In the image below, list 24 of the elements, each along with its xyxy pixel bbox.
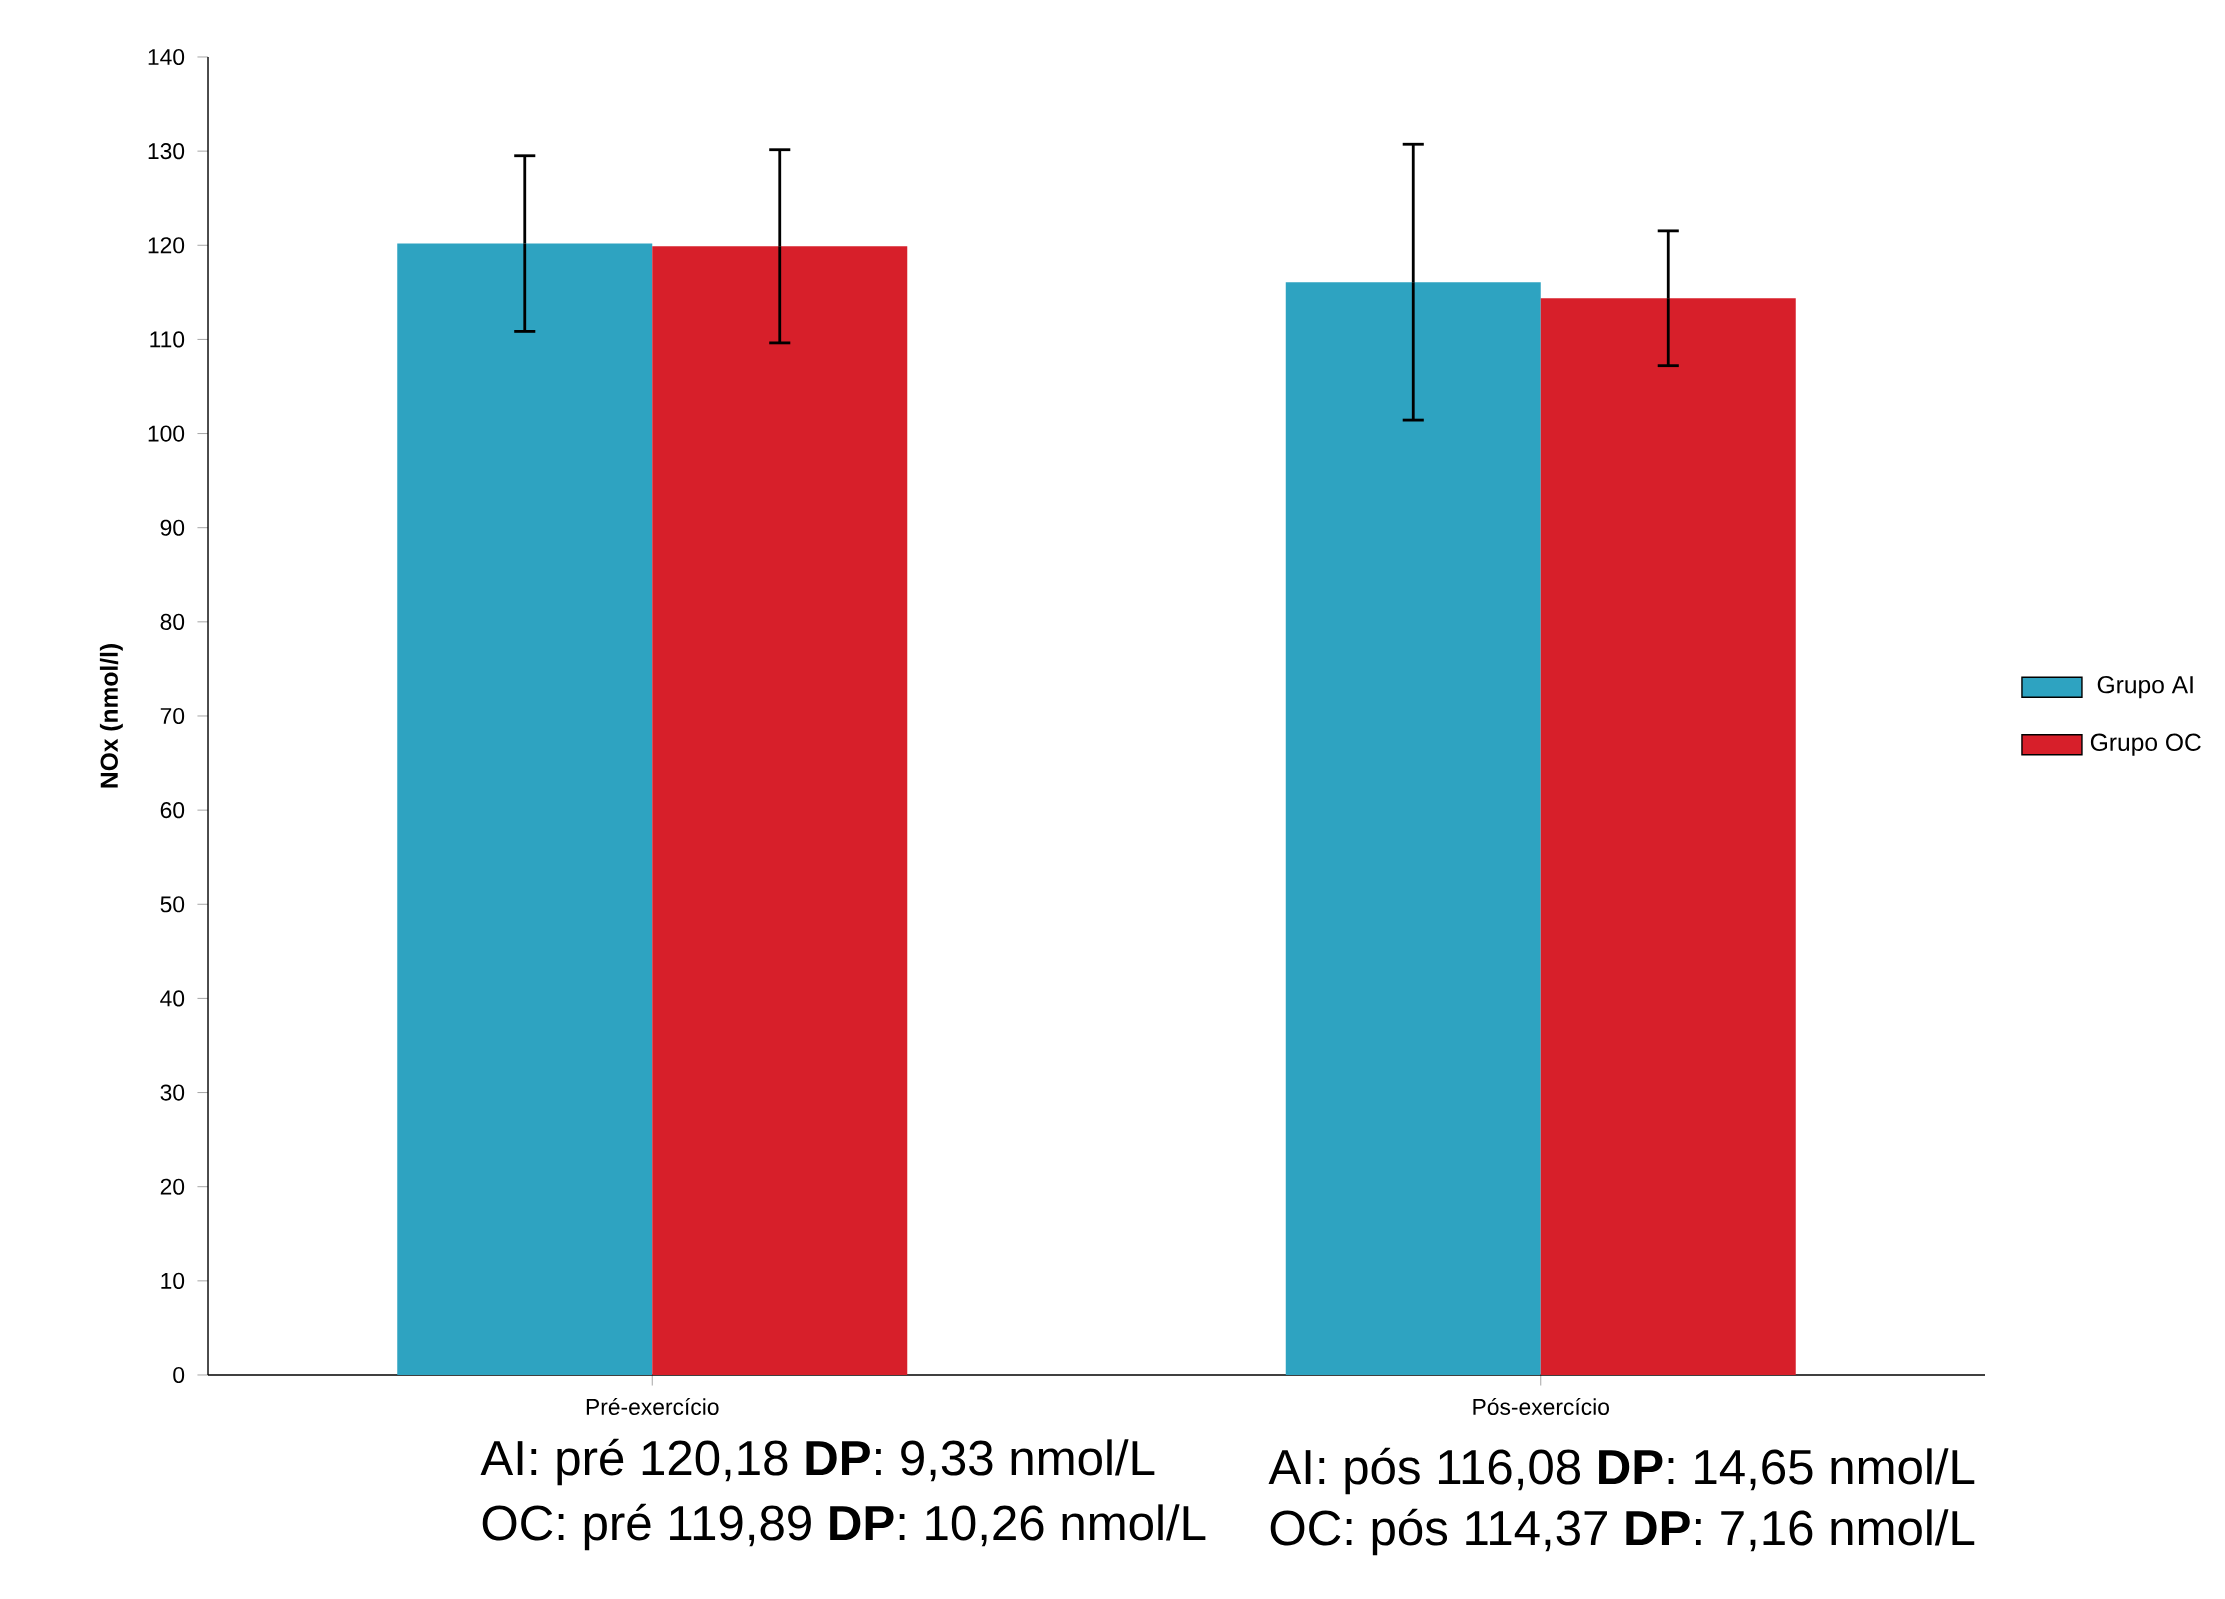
legend-label: Grupo AI: [2097, 676, 2193, 699]
y-tick-label: 0: [173, 1366, 185, 1384]
y-tick-label: 70: [160, 707, 185, 725]
y-tick-label: 10: [161, 1272, 185, 1289]
y-tick-label: 100: [148, 425, 185, 442]
x-tick-label: Pós-exercício: [1473, 1397, 1609, 1415]
y-tick-label: 130: [148, 143, 185, 160]
y-tick-label: 140: [148, 48, 185, 66]
y-tick-label: 120: [148, 237, 185, 254]
y-tick-label: 60: [160, 802, 185, 819]
text: OC: pré 119,89 DP: 10,26 nmol/L: [482, 1503, 1206, 1551]
y-axis-title: NOx (nmol/l): [99, 644, 123, 788]
text: AI: pós 116,08 DP: 14,65 nmol/L: [1268, 1447, 1975, 1495]
y-tick-label: 30: [160, 1084, 185, 1101]
y-tick-label: 20: [160, 1178, 185, 1195]
y-tick-label: 80: [160, 613, 185, 630]
legend-label: Grupo OC: [2090, 733, 2201, 756]
x-tick-label: Pré-exercício: [586, 1397, 719, 1415]
text: OC: pós 114,37 DP: 7,16 nmol/L: [1270, 1508, 1975, 1556]
y-tick-label: 40: [160, 990, 185, 1007]
y-tick-label: 110: [150, 331, 185, 348]
y-tick-label: 90: [160, 519, 185, 536]
y-tick-label: 50: [160, 896, 185, 913]
text: AI: pré 120,18 DP: 9,33 nmol/L: [480, 1438, 1155, 1486]
